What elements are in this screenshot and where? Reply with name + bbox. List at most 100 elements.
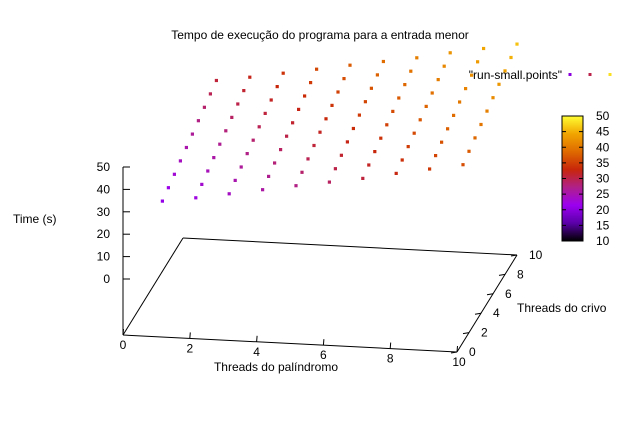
data-point [379,136,383,140]
data-point [200,182,204,186]
data-points [160,42,519,203]
data-point [306,157,310,161]
y-tick [474,312,482,315]
data-point [363,100,367,104]
data-point [397,96,401,100]
data-point [236,102,240,106]
x-tick [189,332,191,339]
data-point [409,69,413,73]
z-tick-label: 30 [97,205,111,219]
data-point [190,132,194,136]
data-point [269,98,273,102]
data-point [275,85,279,89]
data-point [461,163,465,167]
data-point [452,113,456,117]
x-tick-label: 6 [320,348,327,362]
x-tick-label: 8 [387,352,394,366]
data-point [312,143,316,148]
y-tick-label: 8 [517,267,524,281]
y-tick-label: 2 [481,326,488,340]
data-point [303,94,307,98]
data-point [464,87,468,91]
data-point [297,107,301,111]
data-point [336,90,340,94]
data-point [227,192,231,196]
data-point [184,145,188,150]
colorbar-tick-label: 35 [596,156,610,170]
data-point [196,119,200,123]
y-tick-label: 6 [505,287,512,301]
colorbar-tick-label: 25 [596,187,610,201]
z-tick-label: 20 [97,227,111,241]
data-point [400,158,404,162]
data-point [342,77,346,81]
x-tick-label: 10 [452,355,466,369]
x-tick [389,342,392,349]
x-axis-line [122,334,458,353]
colorbar-tick-label: 45 [596,125,610,139]
data-point [424,104,428,108]
y-axis-line [456,254,518,353]
legend-point [568,73,572,76]
data-point [357,113,361,117]
data-point [294,184,298,188]
legend-label: "run-small.points" [469,68,562,82]
data-point [491,96,495,100]
x-tick [322,339,325,346]
data-point [351,126,355,131]
chart-title: Tempo de execução do programa para a ent… [171,28,469,42]
data-point [412,131,416,135]
z-axis: 0 10 20 30 40 50 [97,160,130,335]
data-point [309,81,313,85]
data-point [373,150,377,154]
x-axis-label: Threads do palíndromo [214,360,338,374]
data-point [263,111,267,115]
data-point [324,117,328,121]
data-point [375,73,379,77]
data-point [440,140,444,144]
data-point [218,142,222,146]
data-point [497,82,501,86]
z-tick-label: 50 [97,160,111,174]
data-point [436,78,440,82]
data-point [434,154,438,158]
colorbar-tick-label: 20 [596,203,610,217]
data-point [291,121,295,125]
y-tick [498,273,506,276]
data-point [172,172,176,176]
y-tick-label: 10 [529,248,543,262]
y-axis-label: Threads do crivo [517,301,607,315]
data-point [369,86,373,90]
data-point [239,165,243,169]
data-point [345,140,349,144]
data-point [509,55,513,60]
x-tick-label: 2 [186,341,193,355]
data-point [257,125,261,129]
colorbar-tick-label: 10 [596,234,610,248]
data-point [166,186,170,190]
data-point [428,167,432,171]
data-point [224,129,228,133]
data-point [446,127,450,131]
data-point [381,59,385,64]
data-point [208,92,212,96]
data-point [406,145,410,149]
data-point [367,163,371,167]
z-tick-label: 0 [103,272,110,286]
data-point [202,105,206,109]
data-point [515,42,519,46]
data-point [245,152,249,156]
data-point [348,63,352,67]
data-point [503,69,507,73]
x-tick-label: 4 [253,345,260,359]
data-point [430,91,434,95]
y-tick-label: 0 [469,345,476,359]
x-tick [122,328,124,336]
data-point [418,118,422,122]
data-point [214,78,218,83]
data-point [442,64,446,68]
y-tick-label: 4 [493,306,500,320]
legend-point [588,73,592,76]
data-point [485,109,489,113]
